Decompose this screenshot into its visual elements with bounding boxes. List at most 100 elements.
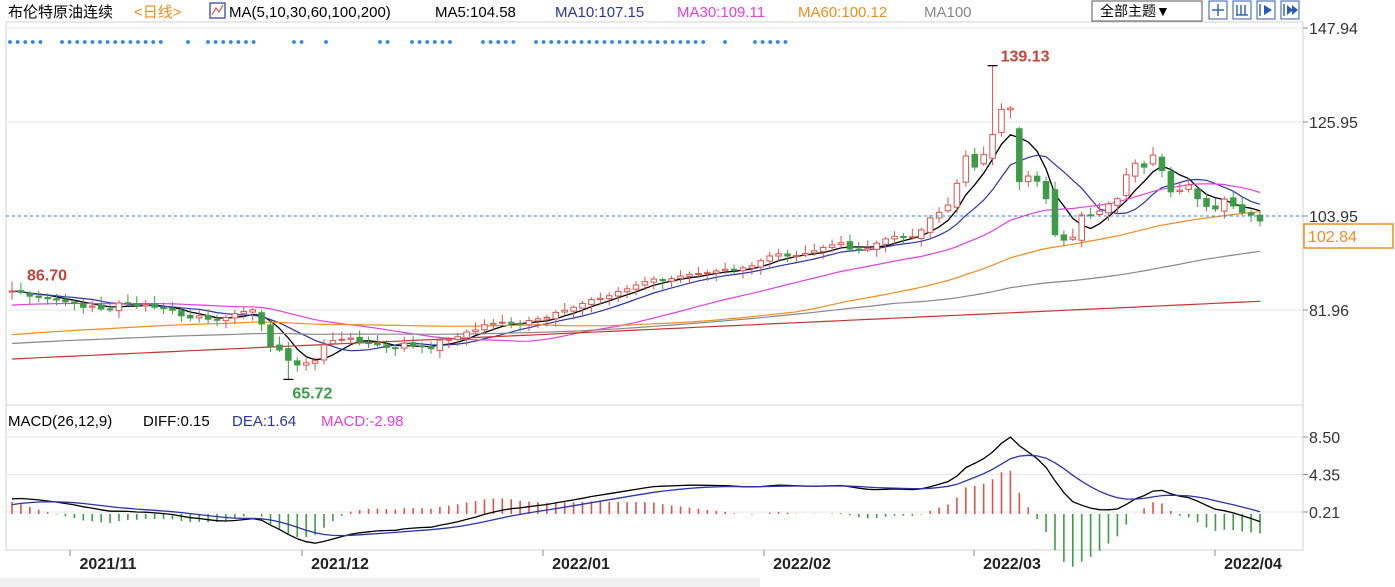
candle-body: [53, 298, 60, 301]
candle-body: [632, 284, 640, 290]
play-icon[interactable]: [1256, 0, 1276, 20]
candle: [998, 103, 1005, 137]
candle: [632, 280, 640, 296]
candle: [383, 340, 390, 353]
candle: [249, 308, 256, 321]
candle: [311, 357, 319, 371]
candle: [882, 236, 889, 253]
candle-body: [26, 292, 34, 297]
candle: [71, 299, 78, 311]
candle: [570, 305, 577, 320]
candle-body: [1114, 198, 1121, 206]
candle: [1212, 198, 1219, 212]
candle-body: [1069, 236, 1077, 240]
candle-body: [142, 304, 149, 307]
candle-body: [392, 347, 399, 350]
signal-dot: [481, 40, 485, 44]
signal-dot: [213, 40, 218, 44]
candle-body: [704, 272, 711, 275]
zoom-in-icon[interactable]: [1232, 0, 1252, 20]
macd-panel[interactable]: [5, 404, 1304, 567]
ma100-value: MA100: [924, 4, 972, 21]
candle: [258, 309, 265, 332]
macd-params: MACD(26,12,9): [8, 413, 112, 430]
candle-body: [793, 255, 800, 258]
signal-dot: [440, 40, 445, 44]
signal-dot: [432, 40, 437, 44]
signal-dot: [602, 40, 607, 44]
candle: [1229, 190, 1237, 209]
signal-dot: [534, 40, 538, 44]
candle: [846, 234, 854, 253]
candle: [213, 314, 221, 326]
candle: [490, 319, 497, 331]
candle-body: [516, 322, 524, 325]
ma100-line: [11, 250, 1261, 345]
candle: [115, 300, 123, 318]
ma60-line: [11, 211, 1261, 336]
candle-body: [891, 235, 898, 240]
candle-body: [204, 314, 212, 320]
candle: [748, 262, 756, 275]
fast-forward-icon[interactable]: [1280, 0, 1300, 20]
candle-body: [17, 290, 25, 293]
candle: [26, 291, 34, 305]
candle-body: [1096, 210, 1103, 215]
signal-dot: [686, 40, 690, 44]
bottom-tab-strip[interactable]: [0, 578, 760, 587]
candle: [62, 293, 69, 306]
candle: [1069, 228, 1077, 242]
candle: [739, 265, 747, 279]
candle: [1096, 202, 1103, 217]
candle: [1060, 230, 1068, 246]
candle: [409, 335, 417, 349]
candle: [1149, 147, 1157, 167]
candle: [864, 240, 872, 253]
crosshair-icon[interactable]: [1208, 0, 1228, 20]
candle-body: [757, 260, 765, 268]
diff-line: [11, 436, 1261, 544]
candle-body: [383, 344, 390, 348]
candle: [953, 179, 961, 214]
candle: [1185, 178, 1192, 193]
candle-body: [712, 270, 720, 274]
candle: [543, 314, 551, 327]
candle: [561, 303, 568, 315]
candle: [900, 232, 907, 245]
candle-body: [293, 360, 301, 366]
candle: [160, 302, 167, 315]
candle-body: [71, 301, 78, 304]
macd-lines: [11, 436, 1261, 544]
candle: [88, 300, 96, 313]
signal-dot: [30, 40, 35, 44]
signal-dot: [648, 40, 652, 44]
candle: [347, 333, 355, 345]
price-panel[interactable]: 139.13 65.72 86.70: [5, 21, 1304, 406]
candle: [811, 243, 818, 256]
candle: [178, 306, 185, 323]
candle: [989, 65, 996, 166]
candle-body: [1016, 128, 1023, 183]
macd-header: MACD(26,12,9) DIFF:0.15 DEA:1.64 MACD:-2…: [8, 413, 404, 430]
ma-indicator-icon[interactable]: [209, 2, 226, 19]
period-selector[interactable]: <日线>: [134, 4, 182, 21]
candle-body: [213, 318, 221, 321]
signal-dot: [38, 40, 43, 44]
signal-dot: [655, 40, 660, 44]
candle-body: [623, 288, 631, 293]
ma60-value: MA60:100.12: [798, 4, 887, 21]
candle: [169, 302, 176, 315]
signal-dot: [678, 40, 683, 44]
candle: [507, 317, 515, 329]
candle-body: [1007, 107, 1014, 111]
theme-button[interactable]: 全部主题▼: [1091, 0, 1203, 22]
signal-dot: [90, 40, 95, 44]
candle-body: [1149, 154, 1157, 165]
candle-body: [837, 242, 845, 246]
signal-dot: [541, 40, 546, 44]
candle-body: [1229, 197, 1237, 207]
ma10-value: MA10:107.15: [555, 4, 644, 21]
candle-body: [151, 303, 158, 308]
macd-diff: DIFF:0.15: [143, 413, 210, 430]
ma10-line: [11, 154, 1261, 352]
